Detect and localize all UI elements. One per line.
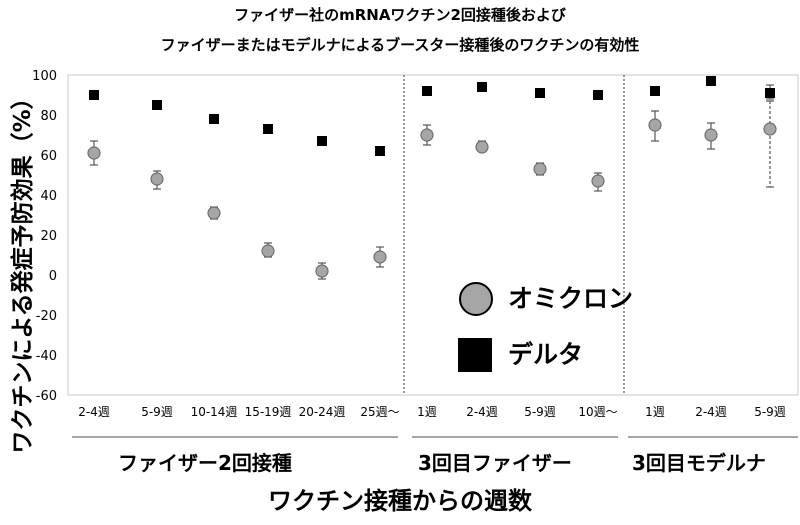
- group-label-pfizer-2dose: ファイザー2回接種: [118, 451, 292, 475]
- chart-title: ファイザー社のmRNAワクチン2回接種後および: [234, 6, 566, 24]
- x-tick-label: 5-9週: [754, 405, 786, 419]
- omicron-point: [373, 250, 387, 264]
- omicron-point: [763, 122, 777, 136]
- delta-point: [650, 86, 660, 96]
- omicron-point: [475, 140, 489, 154]
- x-tick-label: 2-4週: [466, 405, 498, 419]
- omicron-point: [87, 146, 101, 160]
- x-tick-label: 20-24週: [299, 405, 346, 419]
- y-axis-title: ワクチンによる発症予防効果（%）: [10, 86, 36, 454]
- omicron-point: [648, 118, 662, 132]
- omicron-point: [207, 206, 221, 220]
- group-label-moderna-booster: 3回目モデルナ: [632, 451, 766, 475]
- delta-point: [593, 90, 603, 100]
- delta-point: [152, 100, 162, 110]
- y-tick-label: 60: [40, 149, 57, 164]
- y-tick-label: -20: [36, 309, 57, 324]
- omicron-point: [315, 264, 329, 278]
- delta-point: [477, 82, 487, 92]
- x-tick-label: 10週〜: [578, 405, 617, 419]
- x-tick-label: 5-9週: [524, 405, 556, 419]
- delta-point: [375, 146, 385, 156]
- legend-marker-delta: [458, 338, 492, 372]
- delta-point: [209, 114, 219, 124]
- x-tick-label: 5-9週: [141, 405, 173, 419]
- x-axis-title: ワクチン接種からの週数: [268, 487, 532, 515]
- legend-label-omicron: オミクロン: [508, 284, 634, 313]
- omicron-point: [150, 172, 164, 186]
- x-tick-label: 10-14週: [191, 405, 238, 419]
- legend-marker-omicron: [459, 282, 493, 316]
- delta-point: [535, 88, 545, 98]
- delta-point: [317, 136, 327, 146]
- x-tick-label: 25週〜: [360, 405, 399, 419]
- x-tick-label: 1週: [417, 405, 437, 419]
- omicron-point: [420, 128, 434, 142]
- y-tick-label: 100: [32, 69, 57, 84]
- omicron-point: [591, 174, 605, 188]
- delta-point: [706, 76, 716, 86]
- x-tick-label: 1週: [645, 405, 665, 419]
- y-tick-label: 20: [40, 229, 57, 244]
- plot-frame: [67, 74, 799, 396]
- y-tick-label: -60: [36, 389, 57, 404]
- delta-point: [89, 90, 99, 100]
- x-tick-label: 15-19週: [245, 405, 292, 419]
- chart-subtitle: ファイザーまたはモデルナによるブースター接種後のワクチンの有効性: [160, 36, 640, 54]
- y-tick-label: 40: [40, 189, 57, 204]
- delta-point: [263, 124, 273, 134]
- x-tick-label: 2-4週: [695, 405, 727, 419]
- delta-point: [765, 88, 775, 98]
- group-label-pfizer-booster: 3回目ファイザー: [418, 451, 572, 475]
- y-tick-label: 0: [49, 269, 57, 284]
- x-tick-label: 2-4週: [78, 405, 110, 419]
- omicron-point: [704, 128, 718, 142]
- omicron-point: [533, 162, 547, 176]
- delta-point: [422, 86, 432, 96]
- y-tick-label: 80: [40, 109, 57, 124]
- omicron-point: [261, 244, 275, 258]
- y-tick-label: -40: [36, 349, 57, 364]
- legend-label-delta: デルタ: [508, 340, 584, 369]
